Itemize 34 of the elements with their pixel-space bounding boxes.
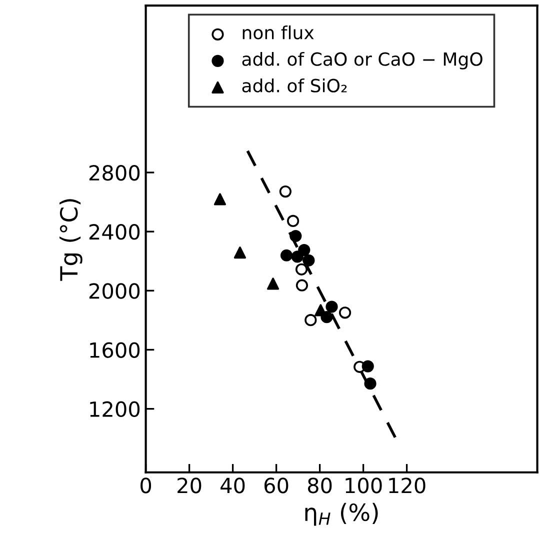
point [304,314,317,326]
x-tick-label: 40 [220,478,245,494]
point [214,193,226,206]
x-axis-title: η$_{H}$ (%) [305,502,378,526]
point [295,263,308,276]
x-tick-label: 120 [389,478,426,494]
point [291,250,304,263]
legend-label: add. of SiO₂ [242,78,347,92]
point [290,230,302,242]
point [302,254,315,266]
y-tick-label: 1600 [90,342,140,358]
point [279,186,292,198]
point [286,214,300,228]
point [280,249,293,262]
y-tick-label: 2400 [89,224,140,240]
point [296,279,308,292]
y-tick-label: 2000 [89,283,140,299]
x-tick-label: 80 [308,478,332,494]
point [362,360,374,372]
point [266,278,280,290]
y-axis-title: Tg (°C) [60,199,82,281]
point [234,246,246,259]
point [338,306,352,319]
x-tick-label: 100 [346,478,382,494]
legend-label: non flux [242,25,314,40]
point [364,378,376,390]
x-tick-label: 20 [178,478,202,494]
y-tick-label: 1200 [90,401,140,418]
x-tick-label: 60 [264,478,288,494]
point [298,244,310,256]
legend-label: add. of CaO or CaO − MgO [242,52,482,70]
x-tick-label: 0 [140,478,152,494]
y-tick-label: 2800 [89,164,140,181]
point [326,300,338,313]
